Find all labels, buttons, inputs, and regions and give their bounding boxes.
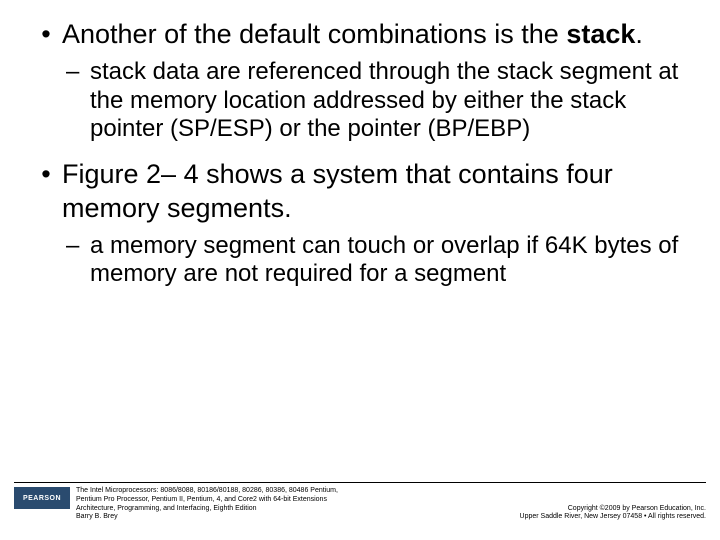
bullet-text: stack data are referenced through the st…	[90, 58, 690, 144]
footer-row: PEARSON The Intel Microprocessors: 8086/…	[14, 487, 706, 522]
book-line: The Intel Microprocessors: 8086/8088, 80…	[76, 487, 338, 496]
text-post: .	[635, 19, 643, 49]
bullet-marker: •	[30, 158, 62, 226]
bullet-marker: –	[66, 232, 90, 290]
book-line: Pentium Pro Processor, Pentium II, Penti…	[76, 496, 338, 505]
book-line: Barry B. Brey	[76, 513, 338, 522]
bullet-level2: – stack data are referenced through the …	[66, 58, 690, 144]
bullet-level1: • Figure 2– 4 shows a system that contai…	[30, 158, 690, 226]
slide-content: • Another of the default combinations is…	[0, 0, 720, 289]
copyright-line: Upper Saddle River, New Jersey 07458 • A…	[520, 513, 706, 522]
footer-divider	[14, 482, 706, 483]
text-pre: Another of the default combinations is t…	[62, 19, 566, 49]
footer-left: PEARSON The Intel Microprocessors: 8086/…	[14, 487, 338, 522]
bullet-level2: – a memory segment can touch or overlap …	[66, 232, 690, 290]
bullet-text: a memory segment can touch or overlap if…	[90, 232, 690, 290]
bullet-text: Another of the default combinations is t…	[62, 18, 643, 52]
book-info: The Intel Microprocessors: 8086/8088, 80…	[76, 487, 338, 522]
bullet-text: Figure 2– 4 shows a system that contains…	[62, 158, 690, 226]
footer: PEARSON The Intel Microprocessors: 8086/…	[0, 482, 720, 522]
text-bold: stack	[566, 19, 635, 49]
book-line: Architecture, Programming, and Interfaci…	[76, 505, 338, 514]
bullet-marker: •	[30, 18, 62, 52]
copyright-line: Copyright ©2009 by Pearson Education, In…	[520, 505, 706, 514]
bullet-level1: • Another of the default combinations is…	[30, 18, 690, 52]
footer-right: Copyright ©2009 by Pearson Education, In…	[520, 505, 706, 523]
pearson-logo: PEARSON	[14, 487, 70, 509]
bullet-marker: –	[66, 58, 90, 144]
